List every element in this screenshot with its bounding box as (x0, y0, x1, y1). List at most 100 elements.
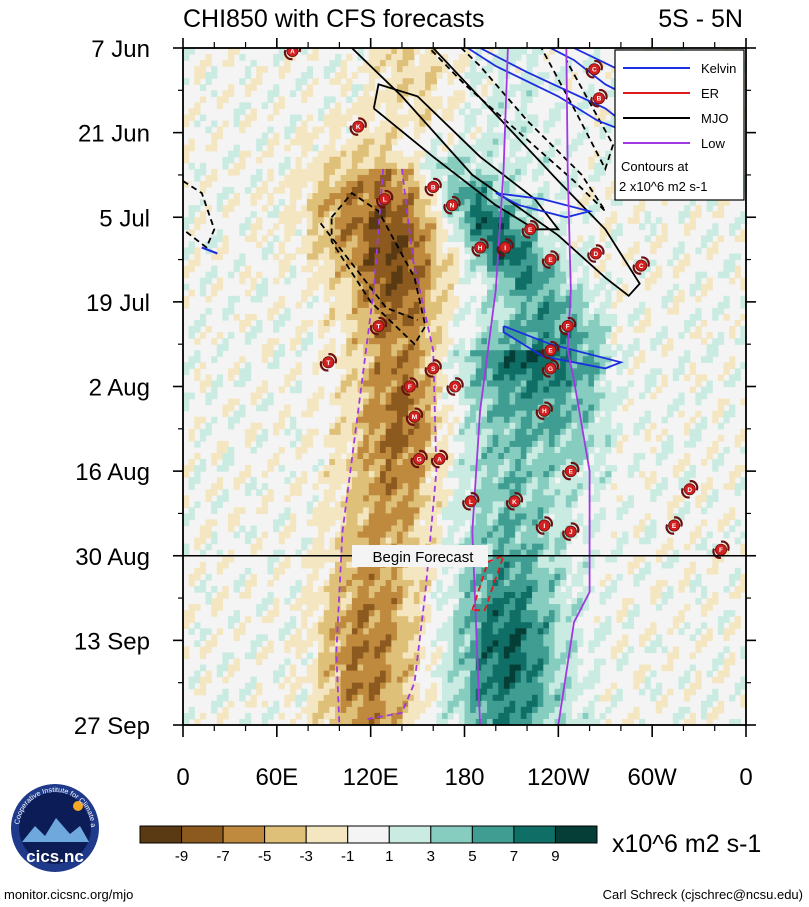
heatmap-cell (419, 495, 426, 502)
heatmap-cell (335, 392, 342, 400)
heatmap-cell (380, 356, 387, 363)
heatmap-cell (419, 440, 426, 448)
heatmap-cell (228, 332, 235, 339)
heatmap-cell (278, 422, 285, 430)
heatmap-cell (346, 374, 353, 382)
heatmap-cell (385, 440, 392, 448)
heatmap-cell (481, 84, 488, 91)
heatmap-cell (306, 289, 314, 297)
heatmap-cell (425, 54, 432, 61)
heatmap-cell (380, 223, 387, 230)
heatmap-cell (436, 501, 443, 508)
heatmap-cell (419, 235, 426, 243)
heatmap-cell (520, 459, 528, 466)
heatmap-cell (537, 301, 544, 309)
heatmap-cell (329, 513, 336, 521)
heatmap-cell (413, 120, 421, 128)
heatmap-cell (419, 54, 426, 61)
heatmap-cell (554, 84, 561, 91)
heatmap-cell (385, 247, 392, 255)
heatmap-cell (194, 72, 201, 79)
heatmap-cell (363, 102, 370, 110)
heatmap-cell (560, 223, 567, 230)
heatmap-cell (222, 561, 229, 569)
heatmap-cell (425, 271, 432, 279)
heatmap-cell (351, 356, 359, 363)
heatmap-cell (396, 416, 404, 424)
heatmap-cell (515, 416, 522, 424)
heatmap-cell (509, 507, 516, 515)
heatmap-cell (554, 446, 561, 454)
heatmap-cell (363, 247, 370, 255)
heatmap-cell (340, 313, 347, 321)
heatmap-cell (458, 422, 466, 430)
heatmap-cell (520, 217, 528, 224)
heatmap-cell (413, 150, 421, 158)
heatmap-cell (385, 410, 392, 418)
heatmap-cell (481, 452, 488, 460)
heatmap-cell (503, 410, 511, 418)
heatmap-cell (481, 489, 488, 496)
heatmap-cell (194, 440, 201, 448)
heatmap-cell (560, 253, 567, 261)
heatmap-cell (368, 368, 376, 376)
heatmap-cell (211, 531, 218, 539)
heatmap-cell (183, 549, 190, 557)
heatmap-cell (419, 283, 426, 291)
heatmap-cell (464, 477, 471, 484)
heatmap-cell (335, 132, 342, 140)
heatmap-cell (464, 271, 471, 279)
heatmap-cell (346, 404, 353, 412)
heatmap-cell (560, 374, 567, 382)
heatmap-cell (470, 199, 477, 206)
heatmap-cell (520, 295, 528, 303)
heatmap-cell (419, 126, 426, 134)
heatmap-cell (441, 465, 449, 472)
heatmap-cell (458, 495, 466, 502)
heatmap-cell (740, 477, 746, 484)
heatmap-cell (396, 84, 404, 91)
heatmap-cell (199, 525, 207, 533)
heatmap-cell (492, 338, 499, 345)
heatmap-cell (706, 495, 713, 502)
heatmap-cell (520, 247, 528, 255)
heatmap-cell (475, 168, 482, 176)
heatmap-cell (374, 501, 381, 508)
heatmap-cell (199, 459, 207, 466)
heatmap-cell (380, 452, 387, 460)
heatmap-cell (380, 362, 387, 369)
heatmap-cell (537, 531, 544, 539)
heatmap-cell (678, 295, 685, 303)
heatmap-cell (374, 307, 381, 315)
heatmap-cell (346, 537, 353, 545)
heatmap-cell (515, 307, 522, 315)
heatmap-cell (605, 332, 612, 339)
heatmap-cell (515, 301, 522, 309)
heatmap-cell (616, 277, 623, 285)
heatmap-cell (706, 253, 713, 261)
heatmap-cell (351, 350, 359, 357)
heatmap-cell (385, 217, 392, 224)
heatmap-cell (441, 199, 449, 206)
heatmap-cell (548, 434, 556, 442)
heatmap-cell (419, 205, 426, 212)
heatmap-cell (318, 471, 325, 478)
heatmap-cell (228, 205, 235, 212)
heatmap-cell (532, 525, 539, 533)
heatmap-cell (211, 174, 218, 182)
heatmap-cell (740, 229, 746, 236)
heatmap-cell (402, 525, 409, 533)
heatmap-cell (368, 531, 376, 539)
heatmap-cell (593, 283, 601, 291)
heatmap-cell (560, 440, 567, 448)
heatmap-cell (295, 174, 302, 182)
heatmap-cell (492, 410, 499, 418)
heatmap-cell (689, 223, 696, 230)
heatmap-cell (548, 428, 556, 436)
heatmap-cell (346, 174, 353, 182)
heatmap-cell (565, 295, 573, 303)
heatmap-cell (520, 356, 528, 363)
heatmap-cell (695, 422, 702, 430)
heatmap-cell (672, 368, 680, 376)
heatmap-cell (284, 477, 291, 484)
